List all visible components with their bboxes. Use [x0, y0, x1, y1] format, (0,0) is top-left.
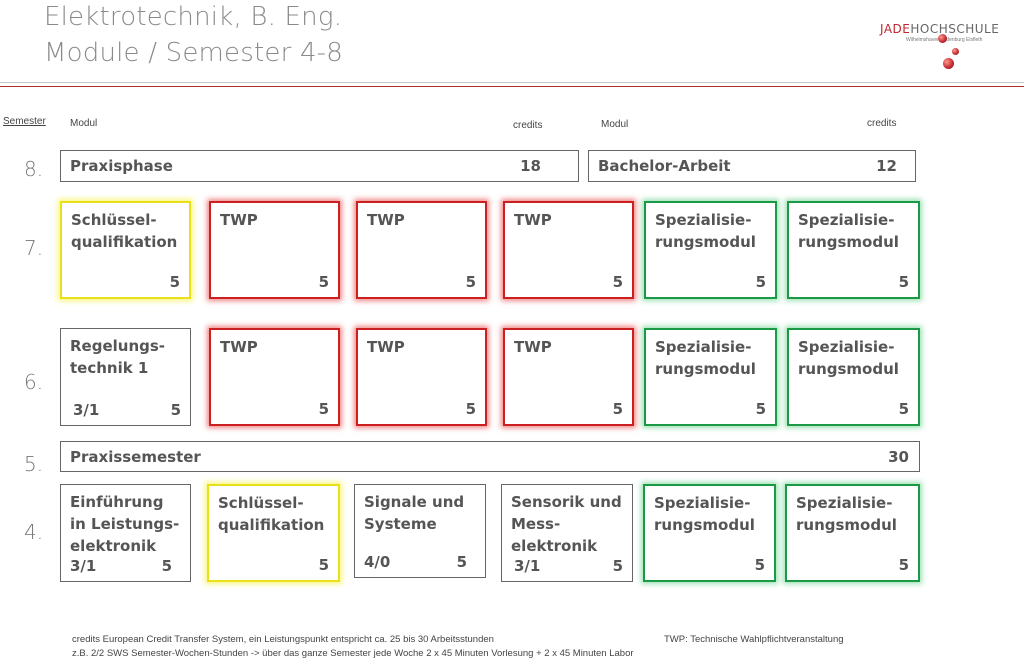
module-credits: 5: [755, 400, 766, 418]
module-name: Sensorik und Mess- elektronik: [511, 493, 622, 555]
module-name: TWP: [367, 338, 405, 356]
module-schluesselqualifikation[interactable]: Schlüssel- qualifikation 5: [207, 484, 340, 582]
module-einfuehrung-leistungselektronik[interactable]: Einführung in Leistungs- elektronik 3/1 …: [60, 484, 191, 582]
logo-dot-icon: [938, 34, 947, 43]
module-credits: 5: [898, 400, 909, 418]
semester-number-4: 4.: [24, 520, 44, 544]
module-credits: 5: [465, 273, 476, 291]
semester-number-8: 8.: [24, 157, 44, 181]
logo-prefix: JADE: [880, 22, 911, 36]
header-credits-left: credits: [513, 120, 543, 131]
module-praxisphase[interactable]: Praxisphase 18: [60, 150, 579, 182]
module-signale-und-systeme[interactable]: Signale und Systeme 4/0 5: [354, 484, 486, 578]
module-name: TWP: [220, 338, 258, 356]
module-spezialisierungsmodul[interactable]: Spezialisie- rungsmodul 5: [785, 484, 920, 582]
module-name: TWP: [514, 211, 552, 229]
footer-sws-note: z.B. 2/2 SWS Semester-Wochen-Stunden -> …: [72, 648, 634, 659]
module-name: Spezialisie- rungsmodul: [798, 338, 899, 378]
module-credits: 5: [318, 556, 329, 574]
module-twp[interactable]: TWP 5: [209, 328, 340, 426]
module-name: Spezialisie- rungsmodul: [796, 494, 897, 534]
module-name: Praxissemester: [70, 447, 201, 466]
module-twp[interactable]: TWP 5: [503, 328, 634, 426]
module-credits: 5: [161, 557, 172, 575]
module-credits: 5: [456, 553, 467, 571]
jade-hochschule-logo: JADEHOCHSCHULE Wilhelmshaven Oldenburg E…: [880, 22, 1020, 82]
module-sws: 3/1: [514, 557, 541, 575]
module-sensorik-und-messelektronik[interactable]: Sensorik und Mess- elektronik 3/1 5: [501, 484, 633, 582]
logo-dot-icon: [943, 58, 954, 69]
module-credits: 5: [755, 273, 766, 291]
module-credits: 5: [898, 273, 909, 291]
module-name: TWP: [220, 211, 258, 229]
module-credits: 5: [465, 400, 476, 418]
module-name: Signale und Systeme: [364, 493, 465, 533]
footer-twp-note: TWP: Technische Wahlpflichtveranstaltung: [664, 634, 844, 645]
header-semester: Semester: [3, 116, 46, 127]
semester-number-7: 7.: [24, 236, 44, 260]
module-credits: 5: [169, 273, 180, 291]
module-schluesselqualifikation[interactable]: Schlüssel- qualifikation 5: [60, 201, 191, 299]
logo-suffix: HOCHSCHULE: [910, 22, 1000, 36]
logo-wordmark: JADEHOCHSCHULE: [880, 22, 999, 36]
module-name: Spezialisie- rungsmodul: [798, 211, 899, 251]
module-name: Einführung in Leistungs- elektronik: [70, 493, 180, 555]
module-twp[interactable]: TWP 5: [356, 201, 487, 299]
module-praxissemester[interactable]: Praxissemester 30: [60, 441, 920, 472]
module-credits: 5: [170, 401, 181, 419]
semester-number-5: 5.: [24, 452, 44, 476]
header-modul-right: Modul: [601, 119, 629, 130]
module-name: TWP: [367, 211, 405, 229]
module-spezialisierungsmodul[interactable]: Spezialisie- rungsmodul 5: [644, 328, 777, 426]
page-title-line1: Elektrotechnik, B. Eng.: [44, 2, 343, 32]
module-regelungstechnik-1[interactable]: Regelungs- technik 1 3/1 5: [60, 328, 191, 426]
module-name: Schlüssel- qualifikation: [218, 494, 325, 534]
module-twp[interactable]: TWP 5: [503, 201, 634, 299]
module-credits: 5: [612, 400, 623, 418]
module-name: TWP: [514, 338, 552, 356]
module-credits: 5: [612, 557, 623, 575]
module-name: Schlüssel- qualifikation: [71, 211, 178, 251]
module-spezialisierungsmodul[interactable]: Spezialisie- rungsmodul 5: [644, 201, 777, 299]
header-modul-left: Modul: [70, 118, 98, 129]
module-credits: 18: [520, 157, 541, 175]
module-name: Praxisphase: [70, 157, 173, 175]
module-credits: 12: [876, 157, 897, 175]
header-divider: [0, 82, 1024, 83]
footer-credits-note: credits European Credit Transfer System,…: [72, 634, 494, 645]
logo-dot-icon: [952, 48, 959, 55]
module-spezialisierungsmodul[interactable]: Spezialisie- rungsmodul 5: [787, 201, 920, 299]
module-credits: 5: [318, 273, 329, 291]
module-twp[interactable]: TWP 5: [356, 328, 487, 426]
module-credits: 5: [318, 400, 329, 418]
module-spezialisierungsmodul[interactable]: Spezialisie- rungsmodul 5: [643, 484, 776, 582]
module-sws: 3/1: [73, 401, 100, 419]
header-divider-red: [0, 86, 1024, 87]
module-credits: 5: [612, 273, 623, 291]
module-sws: 4/0: [364, 553, 391, 571]
module-sws: 3/1: [70, 557, 97, 575]
page-title-line2: Module / Semester 4-8: [44, 38, 344, 68]
module-name: Bachelor-Arbeit: [598, 157, 731, 175]
module-twp[interactable]: TWP 5: [209, 201, 340, 299]
module-name: Spezialisie- rungsmodul: [655, 211, 756, 251]
header-credits-right: credits: [867, 118, 897, 129]
semester-number-6: 6.: [24, 370, 44, 394]
module-credits: 5: [754, 556, 765, 574]
module-credits: 5: [898, 556, 909, 574]
module-name: Regelungs- technik 1: [70, 337, 166, 377]
module-name: Spezialisie- rungsmodul: [655, 338, 756, 378]
module-credits: 30: [888, 447, 909, 466]
module-spezialisierungsmodul[interactable]: Spezialisie- rungsmodul 5: [787, 328, 920, 426]
module-name: Spezialisie- rungsmodul: [654, 494, 755, 534]
module-bachelor-arbeit[interactable]: Bachelor-Arbeit 12: [588, 150, 916, 182]
